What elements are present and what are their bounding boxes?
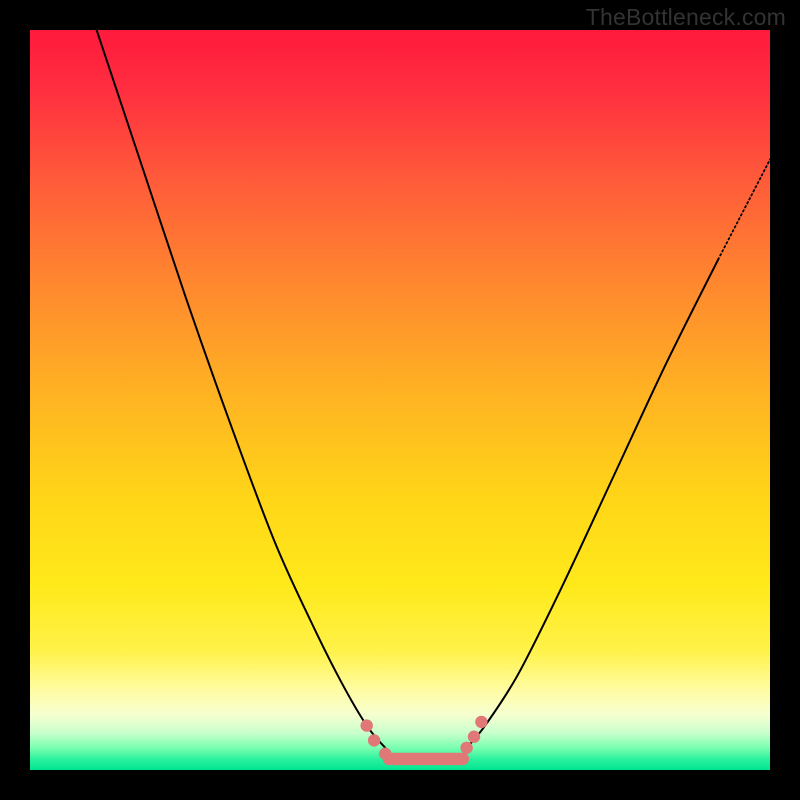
bottom-marker — [468, 731, 480, 743]
bottom-marker — [379, 748, 391, 760]
bottleneck-chart — [0, 0, 800, 800]
watermark-text: TheBottleneck.com — [586, 4, 786, 31]
bottom-marker — [475, 716, 487, 728]
bottom-marker — [368, 734, 380, 746]
bottom-marker — [460, 742, 472, 754]
bottom-marker — [361, 719, 373, 731]
plot-background — [30, 30, 770, 770]
chart-container: TheBottleneck.com — [0, 0, 800, 800]
